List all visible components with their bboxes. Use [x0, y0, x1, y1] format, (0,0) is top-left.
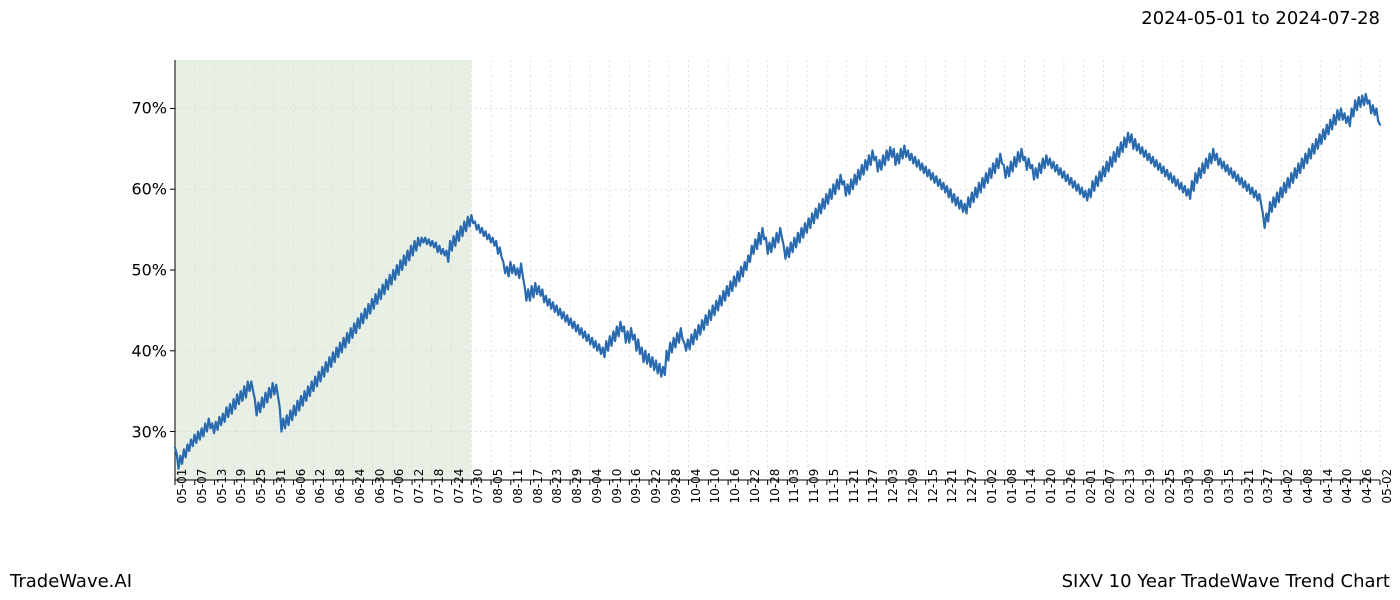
- x-tick-label: 03-09: [1202, 469, 1216, 504]
- x-tick-label: 02-19: [1143, 469, 1157, 504]
- x-tick-label: 05-19: [234, 469, 248, 504]
- x-tick-label: 02-07: [1103, 469, 1117, 504]
- x-tick-label: 05-01: [175, 469, 189, 504]
- x-tick-label: 06-06: [294, 469, 308, 504]
- x-tick-label: 06-18: [333, 469, 347, 504]
- x-tick-label: 09-04: [590, 469, 604, 504]
- x-tick-label: 09-22: [649, 469, 663, 504]
- x-tick-label: 12-21: [945, 469, 959, 504]
- x-tick-label: 10-22: [748, 469, 762, 504]
- date-range-label: 2024-05-01 to 2024-07-28: [1141, 8, 1380, 29]
- chart-svg: [175, 60, 1380, 480]
- x-tick-label: 03-03: [1182, 469, 1196, 504]
- x-tick-label: 06-30: [373, 469, 387, 504]
- x-tick-label: 11-21: [847, 469, 861, 504]
- y-tick-label: 50%: [131, 261, 167, 280]
- y-tick-label: 60%: [131, 180, 167, 199]
- x-tick-label: 06-24: [353, 469, 367, 504]
- x-tick-label: 08-11: [511, 469, 525, 504]
- x-tick-label: 04-02: [1281, 469, 1295, 504]
- x-tick-label: 08-23: [550, 469, 564, 504]
- x-tick-label: 05-31: [274, 469, 288, 504]
- x-tick-label: 07-12: [412, 469, 426, 504]
- x-tick-label: 07-06: [392, 469, 406, 504]
- x-tick-label: 02-13: [1123, 469, 1137, 504]
- x-tick-label: 07-30: [471, 469, 485, 504]
- x-tick-label: 09-16: [629, 469, 643, 504]
- x-tick-label: 12-27: [965, 469, 979, 504]
- x-tick-label: 09-28: [669, 469, 683, 504]
- y-tick-label: 70%: [131, 99, 167, 118]
- y-tick-label: 30%: [131, 422, 167, 441]
- x-tick-label: 09-10: [610, 469, 624, 504]
- x-tick-label: 04-20: [1340, 469, 1354, 504]
- x-tick-label: 05-02: [1380, 469, 1394, 504]
- x-tick-label: 11-27: [866, 469, 880, 504]
- x-tick-label: 02-25: [1163, 469, 1177, 504]
- x-tick-label: 03-21: [1242, 469, 1256, 504]
- x-tick-label: 02-01: [1084, 469, 1098, 504]
- x-tick-label: 11-15: [827, 469, 841, 504]
- x-tick-label: 01-26: [1064, 469, 1078, 504]
- x-tick-label: 01-02: [985, 469, 999, 504]
- x-tick-label: 10-16: [728, 469, 742, 504]
- x-tick-label: 03-15: [1222, 469, 1236, 504]
- x-tick-label: 07-18: [432, 469, 446, 504]
- x-tick-label: 07-24: [452, 469, 466, 504]
- x-tick-label: 12-09: [906, 469, 920, 504]
- x-tick-label: 08-29: [570, 469, 584, 504]
- x-tick-label: 04-08: [1301, 469, 1315, 504]
- x-tick-label: 11-03: [787, 469, 801, 504]
- chart-container: 2024-05-01 to 2024-07-28 30%40%50%60%70%…: [0, 0, 1400, 600]
- x-tick-label: 04-26: [1360, 469, 1374, 504]
- plot-area: 30%40%50%60%70%05-0105-0705-1305-1905-25…: [175, 60, 1380, 480]
- x-tick-label: 03-27: [1261, 469, 1275, 504]
- x-tick-label: 01-20: [1044, 469, 1058, 504]
- chart-title: SIXV 10 Year TradeWave Trend Chart: [1062, 571, 1390, 592]
- x-tick-label: 08-17: [531, 469, 545, 504]
- x-tick-label: 12-15: [926, 469, 940, 504]
- x-tick-label: 04-14: [1321, 469, 1335, 504]
- x-tick-label: 12-03: [886, 469, 900, 504]
- x-tick-label: 05-07: [195, 469, 209, 504]
- brand-label: TradeWave.AI: [10, 571, 132, 592]
- x-tick-label: 10-04: [689, 469, 703, 504]
- x-tick-label: 08-05: [491, 469, 505, 504]
- x-tick-label: 05-13: [215, 469, 229, 504]
- x-tick-label: 01-14: [1024, 469, 1038, 504]
- x-tick-label: 10-28: [768, 469, 782, 504]
- x-tick-label: 05-25: [254, 469, 268, 504]
- x-tick-label: 06-12: [313, 469, 327, 504]
- x-tick-label: 01-08: [1005, 469, 1019, 504]
- x-tick-label: 11-09: [807, 469, 821, 504]
- y-tick-label: 40%: [131, 341, 167, 360]
- x-tick-label: 10-10: [708, 469, 722, 504]
